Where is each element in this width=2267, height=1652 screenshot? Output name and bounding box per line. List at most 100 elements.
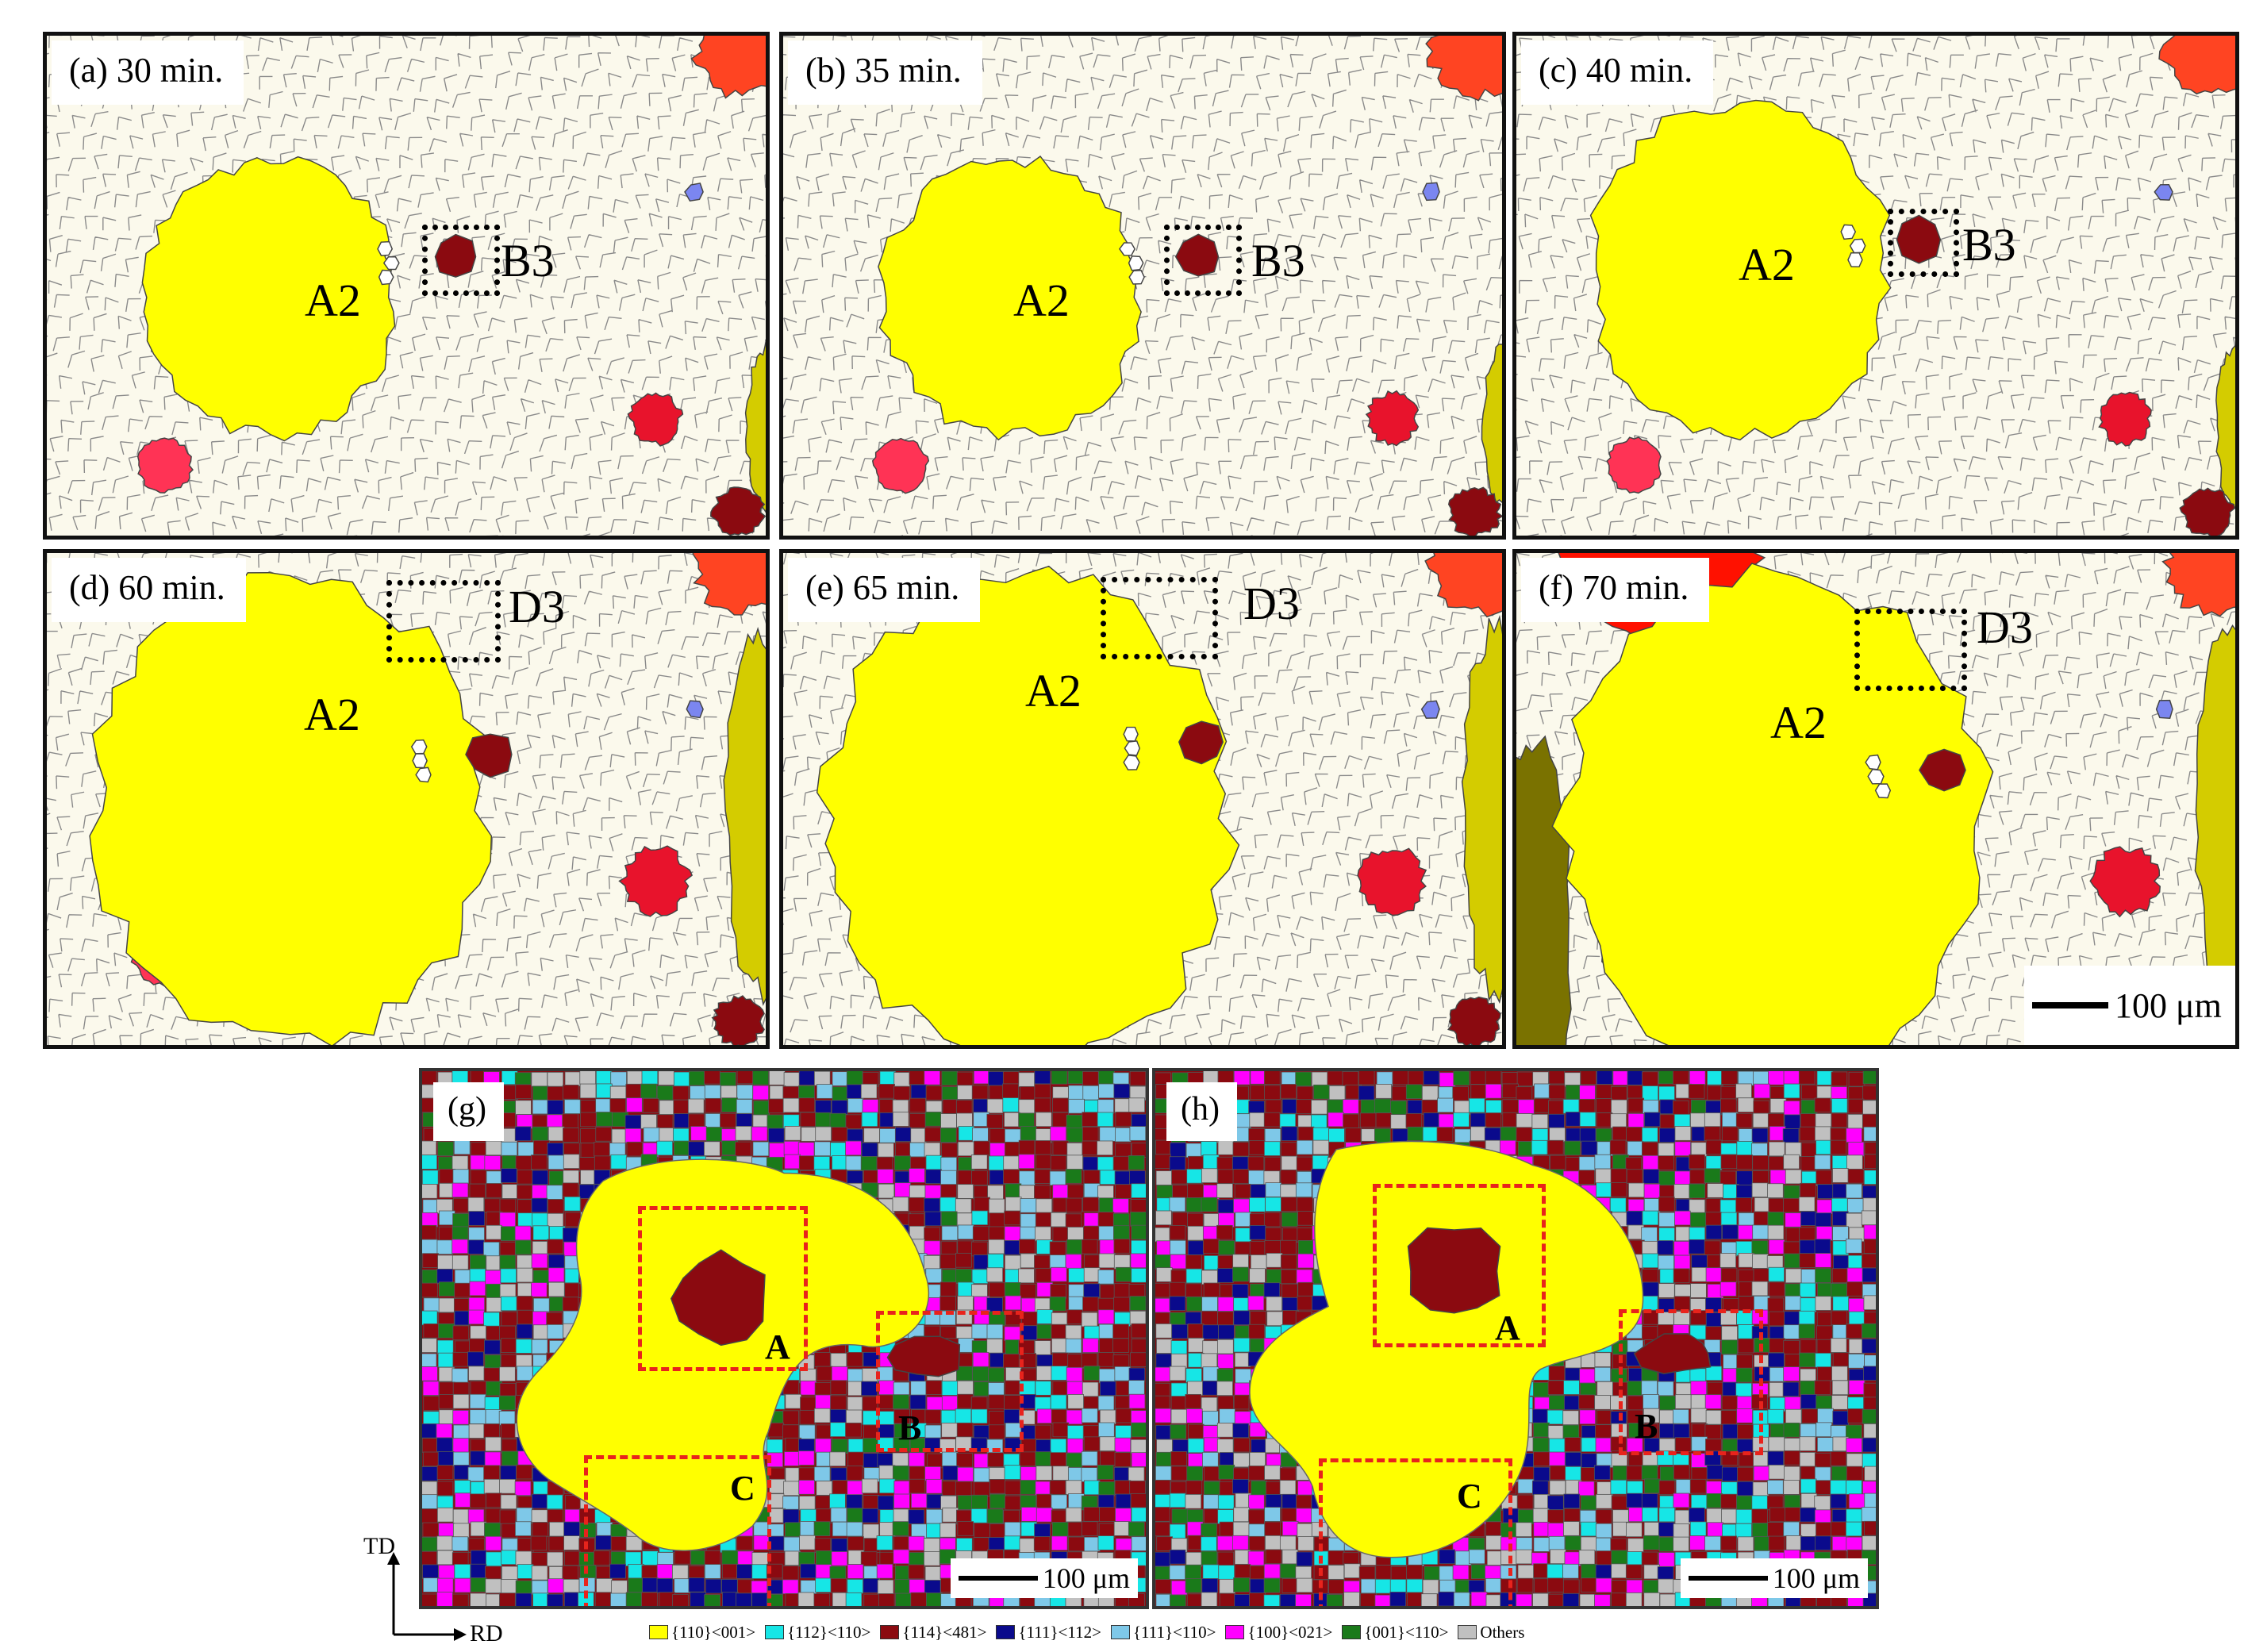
legend-item: {114}<481>: [880, 1623, 986, 1642]
panel-label: (f) 70 min.: [1521, 558, 1710, 622]
box-label: D3: [509, 581, 565, 632]
goss-grain-a2: [141, 156, 396, 442]
grain-label-a2: A2: [305, 275, 361, 326]
orange-grain: [1425, 36, 1502, 102]
scale-bar-label: 100 μm: [2115, 985, 2222, 1025]
dotted-box: [1164, 225, 1242, 296]
panel-e: (e) 65 min. A2 D3: [779, 549, 1506, 1049]
dark-red-grain: [1447, 486, 1502, 536]
goss-grain-a2: [1551, 563, 1994, 1045]
orange-grain: [2158, 36, 2235, 95]
ebsd-map-h: (h) A B C 100 μm: [1152, 1068, 1879, 1609]
legend-label: Others: [1480, 1622, 1525, 1642]
dark-red-grain-b3: [1178, 720, 1224, 765]
microstructure-map: [1516, 36, 2235, 536]
ebsd-grains: [1155, 1071, 1876, 1606]
region-box-b: [876, 1311, 1024, 1452]
red-grain-small: [2089, 846, 2161, 918]
region-box-b: [1619, 1309, 1763, 1455]
box-label: D3: [1977, 601, 2033, 653]
panel-d: (d) 60 min. A2 D3: [43, 549, 770, 1049]
dark-red-grain-b3: [1174, 233, 1220, 277]
goss-grain-a2: [1589, 99, 1892, 441]
texture-legend: {110}<001> {112}<110> {114}<481> {111}<1…: [649, 1619, 1534, 1646]
red-grain-small: [618, 845, 694, 917]
legend-item: {110}<001>: [649, 1623, 755, 1642]
panel-label: (g): [433, 1082, 504, 1141]
dark-red-grain-b3: [1896, 214, 1942, 264]
olive-grain: [2215, 344, 2235, 509]
red-grain-small: [627, 392, 684, 447]
panel-f: (f) 70 min. A2 D3 100 μm: [1512, 549, 2239, 1049]
region-label-a: A: [765, 1327, 790, 1366]
scale-bar-label: 100 μm: [1772, 1562, 1860, 1594]
orange-grain: [1424, 553, 1502, 618]
legend-item: {112}<110>: [765, 1623, 870, 1642]
box-label: B3: [1251, 235, 1305, 286]
panel-b: (b) 35 min. A2 B3: [779, 32, 1506, 540]
microstructure-map: [1516, 553, 2235, 1045]
olive-grain: [1461, 614, 1502, 1004]
legend-swatch: [1458, 1625, 1477, 1639]
pink-grain: [1606, 436, 1662, 494]
microstructure-map: [47, 36, 766, 536]
scale-bar-label: 100 μm: [1042, 1562, 1130, 1594]
panel-c: (c) 40 min. A2 B3: [1512, 32, 2239, 540]
panel-label: (e) 65 min.: [788, 558, 981, 622]
legend-swatch: [1225, 1625, 1245, 1639]
grain-label-a2: A2: [304, 689, 360, 740]
microstructure-map: [783, 553, 1502, 1045]
dark-red-grain-b: [886, 1335, 961, 1377]
grain-label-a2: A2: [1025, 665, 1082, 717]
legend-item: Others: [1458, 1623, 1524, 1642]
legend-swatch: [996, 1625, 1016, 1639]
dark-red-grain-b: [1633, 1333, 1712, 1375]
panel-label: (d) 60 min.: [52, 558, 246, 622]
pink-grain: [136, 437, 194, 494]
box-label: B3: [501, 235, 555, 286]
box-label: B3: [1962, 219, 2016, 271]
dotted-box: [422, 225, 500, 296]
dark-red-grain-b3: [434, 233, 477, 278]
scale-bar-line: [958, 1576, 1038, 1581]
orange-grain: [2161, 553, 2235, 617]
axes-arrows: [387, 1552, 467, 1641]
red-grain-small: [2098, 391, 2152, 447]
legend-label: {114}<481>: [902, 1622, 987, 1642]
blue-grain: [684, 182, 704, 202]
legend-item: {100}<021>: [1225, 1623, 1332, 1642]
microstructure-map: [783, 36, 1502, 536]
panel-label: (h): [1166, 1082, 1237, 1141]
region-label-c: C: [1457, 1477, 1482, 1516]
legend-swatch: [1342, 1625, 1362, 1639]
legend-label: {110}<001>: [671, 1622, 756, 1642]
orange-grain: [690, 36, 766, 99]
legend-label: {111}<112>: [1018, 1622, 1101, 1642]
panel-label: (c) 40 min.: [1521, 40, 1714, 105]
microstructure-map: [47, 553, 766, 1045]
olive-grain: [744, 342, 766, 513]
region-label-c: C: [730, 1469, 755, 1508]
region-box-c: [584, 1455, 771, 1606]
legend-label: {112}<110>: [787, 1622, 871, 1642]
olive-grain: [723, 626, 766, 1006]
legend-label: {001}<110>: [1364, 1622, 1449, 1642]
dark-red-grain: [1447, 996, 1501, 1045]
legend-swatch: [649, 1625, 668, 1639]
blue-grain: [1422, 182, 1440, 202]
region-box-a: [638, 1206, 808, 1371]
legend-label: {111}<110>: [1132, 1622, 1216, 1642]
pink-grain: [871, 437, 930, 494]
red-grain-small: [1365, 390, 1420, 447]
red-grain-small: [1357, 847, 1427, 916]
box-label: D3: [1243, 578, 1300, 629]
goss-grain: [516, 1158, 930, 1551]
region-box-a: [1373, 1184, 1546, 1347]
legend-label: {100}<021>: [1247, 1622, 1333, 1642]
dark-red-grain: [710, 486, 766, 536]
panel-label: (a) 30 min.: [52, 40, 244, 105]
region-label-b: B: [898, 1408, 922, 1447]
grain-label-a2: A2: [1739, 239, 1795, 290]
grain-label-a2: A2: [1013, 275, 1070, 326]
olive-grain: [1481, 344, 1502, 504]
